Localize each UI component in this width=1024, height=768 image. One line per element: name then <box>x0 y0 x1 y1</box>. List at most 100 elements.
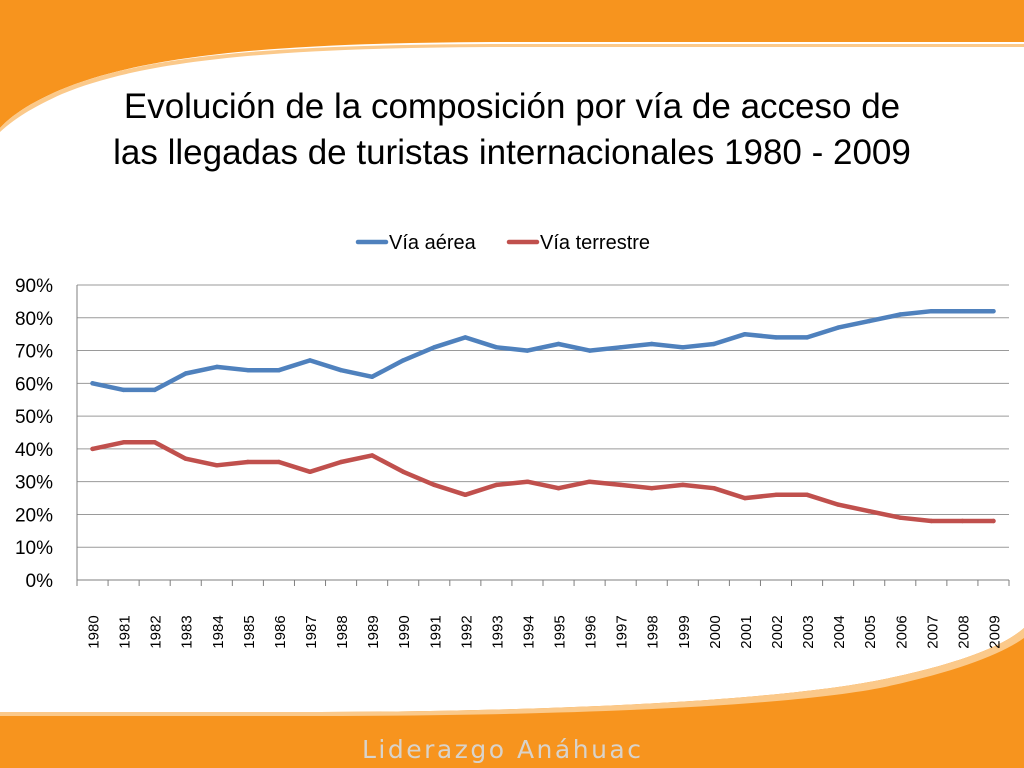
data-point-via-aerea <box>525 348 530 353</box>
x-tick-label: 2008 <box>955 615 972 648</box>
x-tick-label: 1988 <box>334 615 351 648</box>
y-tick-label: 0% <box>26 571 54 592</box>
data-point-via-terrestre <box>307 469 313 475</box>
title-line-1: Evolución de la composición por vía de a… <box>123 87 901 126</box>
data-point-via-aerea <box>214 364 219 370</box>
title-line-2: las llegadas de turistas internacionales… <box>113 133 911 172</box>
x-tick-label: 1984 <box>210 615 227 648</box>
data-point-via-aerea <box>152 387 157 393</box>
data-point-via-terrestre <box>773 492 779 497</box>
x-tick-label: 2005 <box>862 615 879 648</box>
data-point-via-terrestre <box>618 482 623 488</box>
data-point-via-aerea <box>867 318 872 324</box>
data-point-via-terrestre <box>867 508 872 514</box>
y-tick-label: 90% <box>15 276 53 297</box>
data-point-via-aerea <box>742 331 748 337</box>
data-point-via-aerea <box>183 371 188 376</box>
top-orange-swoosh <box>0 0 1024 128</box>
data-point-via-terrestre <box>494 482 499 488</box>
x-tick-label: 1981 <box>117 615 134 648</box>
data-point-via-aerea <box>929 309 934 314</box>
data-point-via-aerea <box>245 368 251 373</box>
data-point-via-aerea <box>121 387 126 393</box>
data-point-via-terrestre <box>276 459 282 465</box>
data-point-via-terrestre <box>898 515 903 520</box>
x-tick-label: 1995 <box>552 615 569 648</box>
x-tick-label: 1980 <box>86 615 103 648</box>
x-tick-label: 2004 <box>831 615 848 648</box>
data-point-via-aerea <box>618 345 623 350</box>
data-point-via-terrestre <box>525 479 530 484</box>
data-point-via-aerea <box>587 348 592 353</box>
data-point-via-aerea <box>338 368 344 373</box>
data-point-via-terrestre <box>835 502 841 507</box>
y-tick-label: 20% <box>15 505 53 526</box>
data-point-via-aerea <box>991 309 996 314</box>
y-tick-label: 50% <box>15 407 53 428</box>
x-tick-label: 1990 <box>396 615 413 648</box>
x-tick-label: 1983 <box>179 615 196 648</box>
data-point-via-terrestre <box>804 492 810 497</box>
x-tick-label: 1996 <box>583 615 600 648</box>
data-point-via-aerea <box>556 341 561 347</box>
x-tick-label: 1987 <box>303 615 320 648</box>
x-tick-label: 2000 <box>707 615 724 648</box>
data-point-via-aerea <box>680 345 685 350</box>
bottom-orange-swoosh <box>0 628 1024 768</box>
y-tick-label: 80% <box>15 309 53 330</box>
data-point-via-aerea <box>401 358 406 363</box>
data-point-via-aerea <box>463 335 468 340</box>
y-tick-label: 40% <box>15 440 53 461</box>
data-point-via-aerea <box>835 325 841 330</box>
x-tick-label: 1989 <box>365 615 382 648</box>
x-tick-label: 1991 <box>427 615 444 648</box>
data-point-via-terrestre <box>556 486 561 491</box>
slide-title: Evolución de la composición por vía de a… <box>20 84 1004 176</box>
data-point-via-aerea <box>898 312 903 317</box>
data-point-via-aerea <box>804 335 810 340</box>
x-tick-label: 1982 <box>148 615 165 648</box>
y-tick-label: 60% <box>15 374 53 395</box>
data-point-via-aerea <box>432 345 437 350</box>
series-line-via-terrestre <box>90 440 996 524</box>
data-point-via-aerea <box>90 381 95 386</box>
x-tick-label: 1985 <box>241 615 258 648</box>
data-point-via-terrestre <box>432 482 437 488</box>
data-point-via-aerea <box>649 341 654 347</box>
footer-brand: Liderazgo Anáhuac <box>362 735 644 764</box>
data-point-via-terrestre <box>960 518 965 524</box>
data-point-via-terrestre <box>401 469 406 475</box>
y-tick-label: 10% <box>15 538 53 559</box>
data-point-via-aerea <box>711 341 717 347</box>
data-point-via-terrestre <box>152 440 157 445</box>
x-tick-label: 2006 <box>893 615 910 648</box>
y-tick-label: 70% <box>15 342 53 363</box>
data-point-via-terrestre <box>214 463 219 468</box>
data-point-via-terrestre <box>463 492 468 497</box>
data-point-via-terrestre <box>338 459 344 465</box>
data-point-via-terrestre <box>369 453 375 458</box>
data-point-via-aerea <box>960 309 965 314</box>
x-tick-label: 1992 <box>458 615 475 648</box>
data-point-via-terrestre <box>121 440 126 445</box>
x-tick-label: 1997 <box>614 615 631 648</box>
data-point-via-terrestre <box>742 495 748 501</box>
series-line-via-aerea <box>90 308 996 393</box>
x-tick-label: 2003 <box>800 615 817 648</box>
x-tick-label: 2002 <box>769 615 786 648</box>
x-tick-label: 1998 <box>645 615 662 648</box>
y-tick-label: 30% <box>15 473 53 494</box>
data-point-via-terrestre <box>245 459 251 465</box>
data-point-via-terrestre <box>587 479 592 484</box>
data-point-via-aerea <box>369 374 375 379</box>
data-point-via-terrestre <box>649 486 654 491</box>
data-point-via-terrestre <box>90 446 95 452</box>
data-point-via-terrestre <box>929 518 934 524</box>
data-point-via-aerea <box>494 345 499 350</box>
x-tick-label: 1986 <box>272 615 289 648</box>
data-point-via-aerea <box>307 358 313 363</box>
x-tick-label: 2001 <box>738 615 755 648</box>
legend-label: Vía terrestre <box>540 232 650 254</box>
